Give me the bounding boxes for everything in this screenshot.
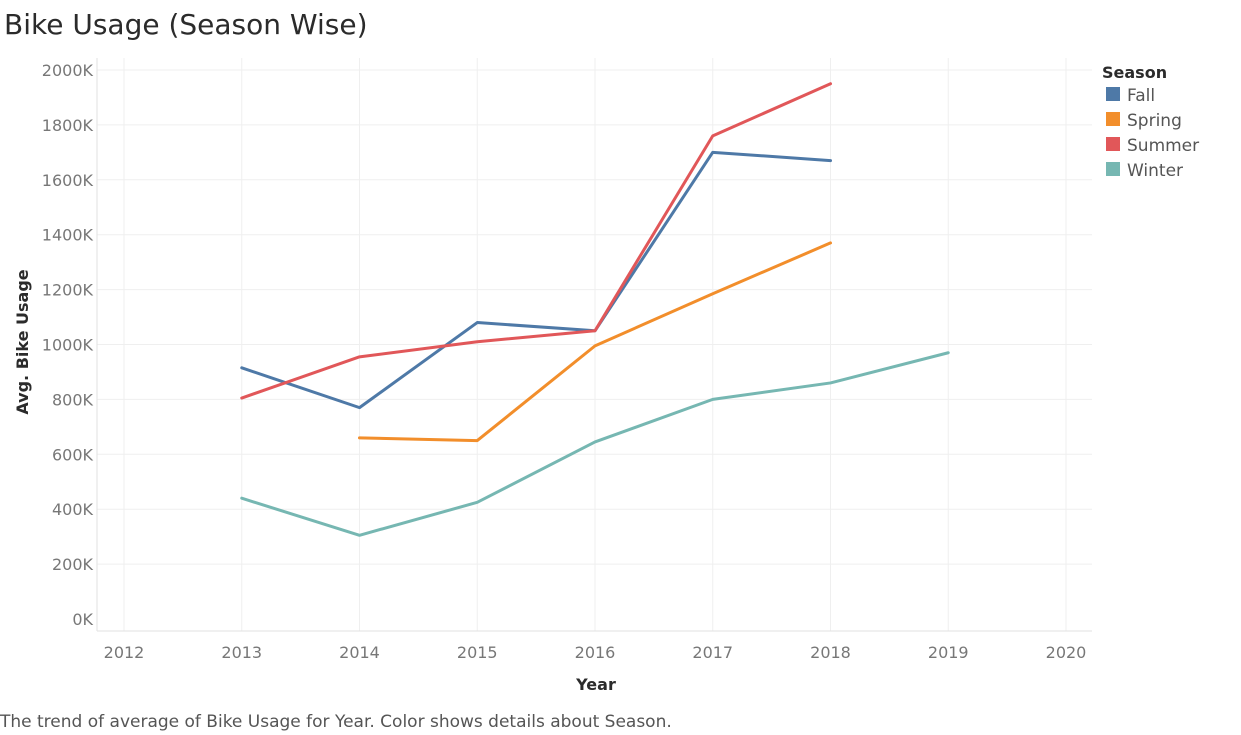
legend: Season Fall Spring Summer Winter: [1102, 63, 1199, 181]
x-axis-ticks: 2012 2013 2014 2015 2016 2017 2018 2019 2020: [104, 643, 1087, 662]
chart-title: Bike Usage (Season Wise): [4, 8, 368, 41]
x-tick-label: 2020: [1046, 643, 1087, 662]
legend-swatch-summer: [1106, 137, 1120, 151]
legend-swatch-spring: [1106, 112, 1120, 126]
y-axis-title: Avg. Bike Usage: [13, 269, 32, 414]
x-tick-label: 2019: [928, 643, 969, 662]
y-tick-label: 1800K: [42, 116, 94, 135]
x-tick-label: 2012: [104, 643, 145, 662]
y-tick-label: 200K: [52, 555, 94, 574]
y-tick-label: 1600K: [42, 171, 94, 190]
legend-label-fall: Fall: [1127, 86, 1155, 106]
x-tick-label: 2013: [221, 643, 262, 662]
x-tick-label: 2016: [575, 643, 616, 662]
legend-label-spring: Spring: [1127, 111, 1182, 131]
y-tick-label: 1400K: [42, 226, 94, 245]
legend-label-winter: Winter: [1127, 161, 1183, 181]
series-line-winter: [240, 351, 950, 537]
chart-caption: The trend of average of Bike Usage for Y…: [0, 712, 672, 732]
y-tick-label: 400K: [52, 500, 94, 519]
y-tick-label: 1000K: [42, 336, 94, 355]
series-line-fall: [240, 150, 832, 410]
legend-label-summer: Summer: [1127, 136, 1199, 156]
y-tick-label: 1200K: [42, 281, 94, 300]
x-tick-label: 2014: [339, 643, 380, 662]
y-axis-ticks: 2000K 1800K 1600K 1400K 1200K 1000K 800K 600K 40…: [42, 61, 94, 629]
legend-title: Season: [1102, 63, 1167, 82]
series-line-summer: [240, 82, 832, 400]
y-tick-label: 0K: [72, 610, 93, 629]
x-tick-label: 2018: [810, 643, 851, 662]
series-line-spring: [358, 241, 832, 443]
x-tick-label: 2017: [692, 643, 733, 662]
y-tick-label: 800K: [52, 390, 94, 409]
x-axis-title: Year: [575, 675, 616, 694]
legend-swatch-winter: [1106, 162, 1120, 176]
series-lines: [240, 82, 950, 537]
x-tick-label: 2015: [457, 643, 498, 662]
line-chart: 2000K 1800K 1600K 1400K 1200K 1000K 800K 600K 40…: [13, 58, 1199, 694]
y-tick-label: 600K: [52, 445, 94, 464]
y-tick-label: 2000K: [42, 61, 94, 80]
legend-swatch-fall: [1106, 87, 1120, 101]
